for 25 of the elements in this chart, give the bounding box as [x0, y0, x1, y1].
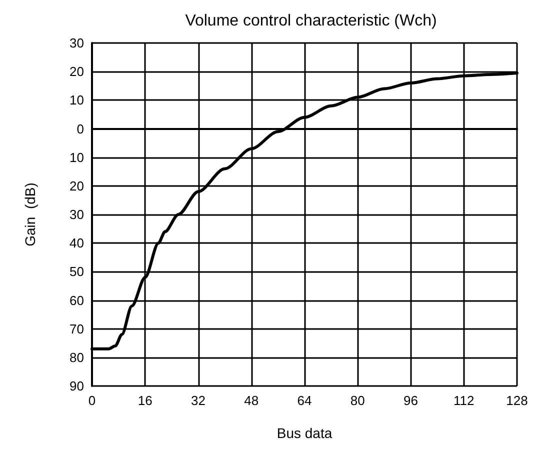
x-tick-label: 48 [244, 393, 259, 408]
y-tick-label: 50 [70, 264, 84, 280]
y-tick-label: 30 [70, 36, 84, 50]
y-tick-label: 0 [76, 121, 84, 136]
y-tick-label: 60 [70, 292, 84, 308]
x-tick-label: 64 [297, 393, 312, 408]
x-tick-label: 80 [350, 393, 365, 408]
x-axis-title: Bus data [276, 425, 332, 441]
x-tick-label: 96 [404, 393, 418, 408]
x-tick-label: 112 [454, 393, 474, 408]
y-tick-label: 20 [70, 64, 84, 80]
x-tick-label: 16 [138, 393, 152, 408]
chart-title: Volume control characteristic (Wch) [185, 12, 437, 30]
y-tick-label: 70 [70, 321, 84, 336]
y-tick-label: 90 [70, 378, 84, 394]
x-tick-label: 32 [191, 393, 206, 408]
y-tick-label: 10 [70, 150, 84, 165]
y-tick-label: 80 [70, 350, 84, 365]
y-axis-title: Gain (dB) [22, 182, 38, 246]
x-tick-label: 128 [506, 393, 528, 408]
x-tick-label: 0 [88, 393, 96, 408]
y-tick-label: 30 [70, 207, 84, 222]
y-tick-label: 10 [70, 92, 84, 108]
y-tick-label: 20 [70, 178, 84, 194]
y-tick-label: 40 [70, 236, 84, 251]
